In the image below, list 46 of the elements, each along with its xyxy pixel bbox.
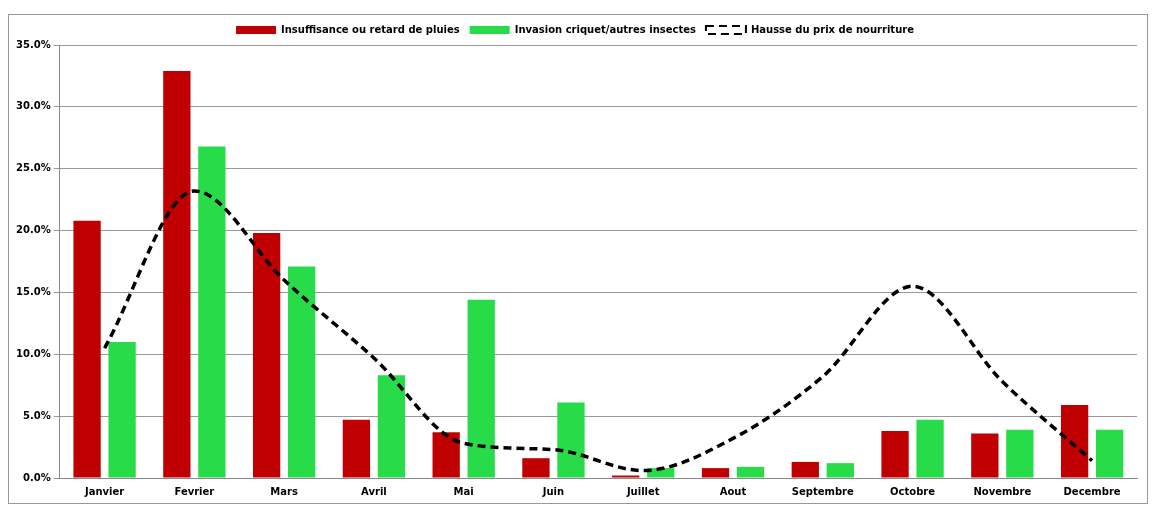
x-tick-label: Fevrier	[174, 485, 215, 497]
bar	[432, 432, 460, 478]
x-tick-label: Novembre	[973, 485, 1032, 497]
x-tick-label: Aout	[719, 485, 747, 497]
x-tick-label: Decembre	[1063, 485, 1121, 497]
bar	[522, 458, 550, 478]
x-tick-label: Juin	[541, 485, 565, 497]
bar	[377, 375, 406, 478]
bar	[163, 70, 191, 478]
bar	[881, 430, 909, 478]
bar	[791, 461, 819, 478]
legend-label: Invasion criquet/autres insectes	[514, 23, 696, 35]
bar	[73, 220, 101, 478]
y-tick-label: 15.0%	[15, 286, 51, 298]
bar	[971, 433, 999, 478]
y-tick-label: 25.0%	[15, 162, 51, 174]
bar	[1095, 429, 1124, 478]
y-tick-label: 5.0%	[22, 409, 51, 421]
bar	[736, 466, 765, 478]
line-series	[102, 189, 1094, 473]
bar	[557, 402, 585, 478]
bar	[467, 299, 495, 478]
legend-label: Insuffisance ou retard de pluies	[281, 23, 460, 35]
y-tick-label: 10.0%	[15, 347, 51, 359]
bar	[826, 463, 854, 478]
bar	[916, 419, 944, 478]
x-tick-label: Avril	[361, 485, 387, 497]
legend-label: Hausse du prix de nourriture	[750, 23, 915, 35]
y-tick-label: 35.0%	[15, 38, 51, 50]
y-tick-label: 0.0%	[22, 471, 51, 483]
x-tick-label: Octobre	[890, 485, 936, 497]
bar	[287, 266, 316, 478]
bar	[198, 146, 226, 478]
x-tick-label: Mars	[270, 485, 298, 497]
bar	[108, 341, 136, 478]
x-tick-label: Janvier	[83, 485, 125, 497]
bar	[701, 468, 730, 478]
y-tick-label: 30.0%	[15, 100, 51, 112]
bar	[342, 419, 371, 478]
x-tick-label: Mai	[453, 485, 474, 497]
bar	[1060, 405, 1089, 478]
bar	[252, 233, 281, 478]
y-tick-label: 20.0%	[15, 224, 51, 236]
x-tick-label: Juillet	[625, 485, 660, 497]
bar	[1006, 429, 1034, 478]
x-tick-label: Septembre	[791, 485, 854, 497]
